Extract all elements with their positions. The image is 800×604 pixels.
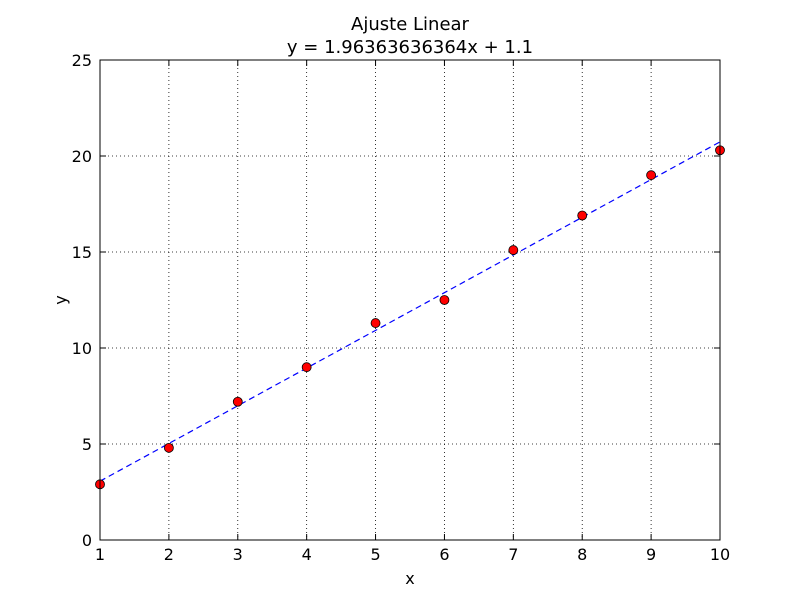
x-tick-label: 8 [577,545,587,564]
ticks-layer: 1 2 3 4 5 6 7 8 9 10 0 5 10 15 20 25 [72,51,731,564]
chart-title: Ajuste Linear [351,14,469,35]
data-point [577,210,588,221]
y-tick-label: 25 [72,51,92,70]
x-tick-label: 3 [233,545,243,564]
x-axis-label: x [405,569,414,588]
plot-frame [99,59,721,541]
data-point [301,362,312,373]
x-tick-label: 6 [439,545,449,564]
y-tick-label: 20 [72,147,92,166]
y-axis-label: y [51,295,70,304]
x-tick-label: 9 [646,545,656,564]
y-tick-label: 5 [82,435,92,454]
y-tick-label: 10 [72,339,92,358]
data-point [163,442,174,453]
fit-line [99,141,721,482]
x-tick-label: 2 [164,545,174,564]
y-tick-label: 15 [72,243,92,262]
x-tick-label: 4 [302,545,312,564]
x-tick-label: 5 [370,545,380,564]
data-point [439,295,450,305]
data-point [646,170,657,181]
x-tick-label: 1 [95,545,105,564]
points-layer [95,145,725,490]
data-point [232,396,243,407]
data-point [370,318,381,328]
grid-layer [99,59,721,541]
x-tick-label: 10 [710,545,730,564]
data-point [508,245,519,255]
y-tick-label: 0 [82,531,92,550]
fit-layer [99,141,721,482]
chart-subtitle: y = 1.96363636364x + 1.1 [287,37,533,58]
x-tick-label: 7 [508,545,518,564]
